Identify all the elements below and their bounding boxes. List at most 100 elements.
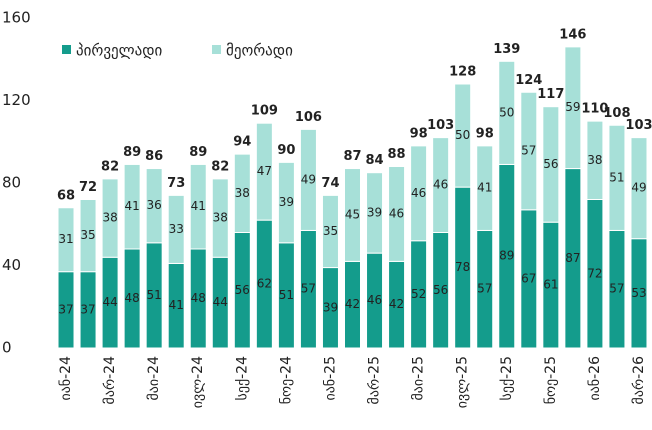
- value-label: 52: [411, 287, 426, 301]
- bar-segment: [630, 137, 648, 240]
- total-label: 74: [321, 176, 339, 191]
- total-label: 73: [167, 176, 185, 191]
- value-label: 57: [301, 282, 316, 296]
- value-label: 89: [499, 249, 514, 263]
- value-label: 44: [213, 295, 228, 309]
- value-label: 38: [102, 211, 117, 225]
- x-tick-label: იან-25: [322, 356, 338, 401]
- value-label: 50: [455, 128, 470, 142]
- x-tick-label: მარ-25: [366, 356, 383, 404]
- value-label: 47: [257, 164, 272, 178]
- legend-label: პირველადი: [76, 42, 162, 60]
- bar-segment: [410, 145, 428, 242]
- value-label: 44: [102, 295, 117, 309]
- total-label: 110: [581, 102, 608, 117]
- bar-segment: [167, 194, 185, 264]
- x-tick-label: ნოე-24: [278, 356, 294, 404]
- bar-segment: [498, 60, 516, 165]
- x-tick-label: იან-24: [58, 356, 74, 401]
- value-label: 59: [565, 100, 580, 114]
- x-tick-label: მაი-24: [146, 356, 162, 401]
- x-tick-label: სექ-24: [234, 356, 250, 401]
- total-label: 117: [537, 87, 564, 102]
- bar-segment: [101, 178, 119, 258]
- total-label: 89: [189, 145, 207, 160]
- value-label: 72: [587, 266, 602, 280]
- bar-segment: [542, 106, 560, 223]
- bar-segment: [299, 128, 317, 231]
- value-label: 51: [279, 288, 294, 302]
- bar-segment: [255, 122, 273, 221]
- value-label: 39: [279, 195, 294, 209]
- x-tick-label: ნოე-25: [543, 356, 559, 404]
- total-label: 124: [515, 73, 542, 88]
- total-label: 82: [211, 159, 229, 174]
- bar-segment: [344, 168, 361, 262]
- value-label: 78: [455, 260, 470, 274]
- bar-segment: [432, 137, 450, 233]
- bar-segment: [586, 120, 604, 200]
- y-tick-label: 120: [2, 91, 31, 109]
- value-label: 53: [631, 286, 646, 300]
- bar-segment: [233, 153, 251, 233]
- value-label: 57: [477, 282, 492, 296]
- total-label: 68: [57, 188, 75, 203]
- value-label: 42: [389, 297, 404, 311]
- total-label: 87: [343, 149, 361, 164]
- value-label: 39: [367, 205, 382, 219]
- value-label: 56: [433, 283, 448, 297]
- bar-segment: [321, 194, 339, 269]
- value-label: 57: [609, 282, 624, 296]
- value-label: 41: [191, 199, 206, 213]
- value-label: 46: [389, 206, 404, 220]
- bar-segment: [79, 199, 97, 273]
- value-label: 51: [609, 170, 624, 184]
- bar-segment: [211, 178, 229, 258]
- value-label: 67: [521, 271, 536, 285]
- bar-segment: [366, 172, 384, 254]
- bar-segment: [454, 83, 472, 188]
- value-label: 31: [58, 232, 73, 246]
- value-label: 49: [301, 172, 316, 186]
- total-label: 89: [123, 145, 141, 160]
- bar-segment: [145, 168, 163, 244]
- value-label: 46: [433, 178, 448, 192]
- x-tick-label: მაი-25: [411, 356, 427, 401]
- bar-segment: [189, 163, 207, 250]
- value-label: 35: [80, 228, 95, 242]
- x-tick-label: მარ-26: [630, 356, 647, 405]
- value-label: 56: [543, 157, 558, 171]
- total-label: 106: [295, 110, 322, 125]
- x-tick-label: იან-26: [587, 356, 603, 401]
- value-label: 61: [543, 278, 558, 292]
- value-label: 37: [80, 302, 95, 316]
- y-tick-label: 40: [2, 256, 21, 274]
- value-label: 37: [58, 302, 73, 316]
- bar-segment: [57, 207, 75, 273]
- bar-segment: [608, 124, 626, 231]
- value-label: 41: [124, 199, 139, 213]
- total-label: 90: [277, 143, 295, 158]
- value-label: 48: [124, 291, 139, 305]
- x-tick-label: ივლ-25: [455, 356, 471, 408]
- value-label: 33: [169, 222, 184, 236]
- value-label: 45: [345, 207, 360, 221]
- total-label: 128: [449, 65, 476, 80]
- total-label: 82: [101, 159, 119, 174]
- total-label: 72: [79, 180, 97, 195]
- y-tick-label: 0: [2, 339, 12, 357]
- total-label: 84: [365, 153, 383, 168]
- bar-segment: [388, 166, 406, 262]
- legend-swatch: [212, 45, 221, 54]
- bar-segment: [277, 161, 295, 244]
- value-label: 38: [213, 211, 228, 225]
- total-label: 109: [251, 104, 278, 119]
- value-label: 36: [147, 198, 162, 212]
- total-label: 88: [388, 147, 406, 162]
- value-label: 51: [147, 288, 162, 302]
- total-label: 108: [603, 106, 630, 121]
- total-label: 98: [410, 126, 428, 141]
- value-label: 57: [521, 144, 536, 158]
- value-label: 62: [257, 277, 272, 291]
